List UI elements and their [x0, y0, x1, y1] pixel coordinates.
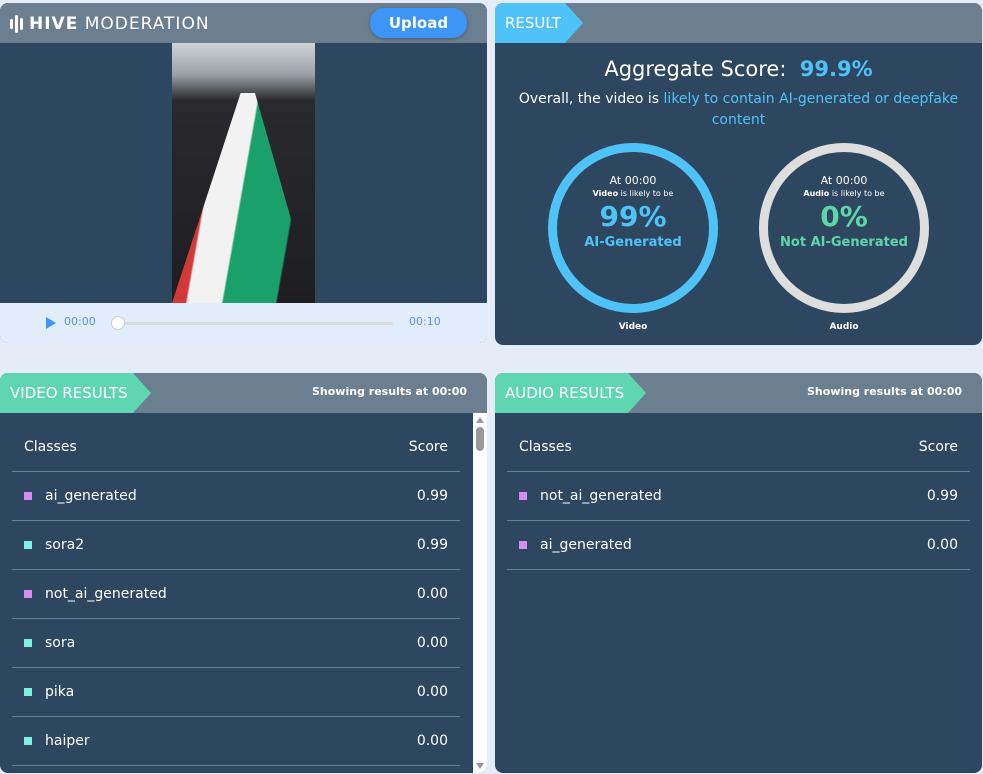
score-value: 0.99: [416, 488, 448, 504]
seek-handle[interactable]: [111, 316, 125, 330]
table-row: not_ai_generated 0.99: [507, 472, 970, 521]
video-score-ring: At 00:00 Video is likely to be 99% AI-Ge…: [548, 143, 718, 313]
class-cell: sora2: [24, 537, 417, 553]
hive-logo: HIVE MODERATION: [10, 14, 210, 34]
table-header: Classes Score: [507, 413, 970, 472]
score-value: 0.00: [416, 733, 448, 749]
summary-prefix: Overall, the video is: [518, 91, 660, 107]
class-cell: not_ai_generated: [24, 586, 417, 602]
class-color-icon: [519, 492, 527, 500]
class-color-icon: [24, 639, 32, 647]
col-classes: Classes: [24, 439, 77, 455]
class-color-icon: [24, 541, 32, 549]
logo-light: MODERATION: [84, 14, 210, 34]
class-cell: haiper: [24, 733, 417, 749]
class-color-icon: [24, 590, 32, 598]
summary-highlight: likely to contain AI-generated or deepfa…: [663, 91, 959, 128]
player-controls: 00:00 00:10: [0, 303, 487, 343]
duration: 00:10: [409, 315, 441, 328]
score-value: 0.99: [926, 488, 958, 504]
current-time: 00:00: [64, 315, 96, 328]
class-name: not_ai_generated: [45, 586, 167, 602]
video-results-tag: VIDEO RESULTS: [10, 384, 128, 402]
class-name: sora: [45, 635, 76, 651]
score-value: 0.99: [416, 537, 448, 553]
video-percent: 99%: [599, 200, 667, 233]
table-row: ai_generated 0.00: [507, 521, 970, 570]
play-icon[interactable]: [46, 317, 56, 329]
result-panel: RESULT Aggregate Score: 99.9% Overall, t…: [495, 3, 982, 345]
class-color-icon: [24, 737, 32, 745]
class-cell: ai_generated: [519, 537, 927, 553]
score-value: 0.00: [416, 635, 448, 651]
class-name: haiper: [45, 733, 90, 749]
col-classes: Classes: [519, 439, 572, 455]
class-color-icon: [519, 541, 527, 549]
audio-score-ring: At 00:00 Audio is likely to be 0% Not AI…: [759, 143, 929, 313]
audio-results-panel: AUDIO RESULTS Showing results at 00:00 C…: [495, 373, 982, 773]
class-cell: pika: [24, 684, 417, 700]
audio-at: At 00:00: [820, 174, 868, 187]
class-name: not_ai_generated: [540, 488, 662, 504]
video-results-panel: VIDEO RESULTS Showing results at 00:00 C…: [0, 373, 487, 773]
class-name: pika: [45, 684, 75, 700]
logo-bars-icon: [10, 15, 23, 33]
audio-results-tag: AUDIO RESULTS: [505, 384, 625, 402]
audio-verdict: Not AI-Generated: [780, 235, 908, 250]
video-likely: Video is likely to be: [592, 189, 674, 198]
summary-text: Overall, the video is likely to contain …: [510, 89, 967, 131]
video-player-panel: HIVE MODERATION Upload 00:00 00:10: [0, 3, 487, 343]
video-caption: Video: [618, 322, 648, 332]
class-name: ai_generated: [540, 537, 632, 553]
score-value: 0.00: [416, 586, 448, 602]
audio-percent: 0%: [820, 200, 868, 233]
class-cell: not_ai_generated: [519, 488, 927, 504]
aggregate-score: Aggregate Score: 99.9%: [495, 57, 982, 81]
audio-results-header: AUDIO RESULTS Showing results at 00:00: [495, 373, 982, 413]
class-color-icon: [24, 688, 32, 696]
video-results-header: VIDEO RESULTS Showing results at 00:00: [0, 373, 487, 413]
class-name: ai_generated: [45, 488, 137, 504]
video-at: At 00:00: [609, 174, 657, 187]
score-value: 0.00: [416, 684, 448, 700]
aggregate-label: Aggregate Score:: [604, 57, 787, 81]
col-score: Score: [918, 439, 958, 455]
audio-caption: Audio: [829, 322, 859, 332]
table-row: haiper 0.00: [12, 717, 460, 766]
scrollbar[interactable]: [473, 413, 487, 773]
table-row: sora 0.00: [12, 619, 460, 668]
result-header: RESULT: [495, 3, 982, 43]
seek-bar[interactable]: [116, 322, 393, 325]
col-score: Score: [408, 439, 448, 455]
audio-results-table: Classes Score not_ai_generated 0.99 ai_gene…: [507, 413, 970, 570]
class-color-icon: [24, 492, 32, 500]
scroll-up-icon[interactable]: [476, 417, 484, 423]
table-row: ai_generated 0.99: [12, 472, 460, 521]
video-frame[interactable]: [172, 43, 315, 303]
video-showing: Showing results at 00:00: [312, 385, 467, 398]
flag-stripes: [172, 93, 315, 303]
result-tag: RESULT: [505, 14, 561, 32]
table-row: not_ai_generated 0.00: [12, 570, 460, 619]
class-name: sora2: [45, 537, 85, 553]
table-row: pika 0.00: [12, 668, 460, 717]
class-cell: sora: [24, 635, 417, 651]
scroll-thumb[interactable]: [476, 427, 484, 451]
logo-bold: HIVE: [29, 14, 79, 34]
aggregate-value: 99.9%: [799, 57, 873, 81]
table-row: sora2 0.99: [12, 521, 460, 570]
class-cell: ai_generated: [24, 488, 417, 504]
scroll-down-icon[interactable]: [476, 763, 484, 769]
video-verdict: AI-Generated: [584, 235, 682, 250]
video-results-table: Classes Score ai_generated 0.99 sora2 0.99 no…: [12, 413, 460, 766]
upload-button[interactable]: Upload: [370, 8, 467, 38]
audio-showing: Showing results at 00:00: [807, 385, 962, 398]
audio-likely: Audio is likely to be: [803, 189, 885, 198]
table-header: Classes Score: [12, 413, 460, 472]
score-value: 0.00: [926, 537, 958, 553]
app-header: HIVE MODERATION Upload: [0, 3, 487, 43]
